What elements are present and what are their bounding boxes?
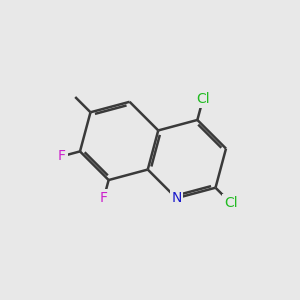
Text: F: F bbox=[58, 149, 66, 163]
Text: N: N bbox=[171, 191, 182, 205]
Text: Cl: Cl bbox=[196, 92, 210, 106]
Text: Cl: Cl bbox=[224, 196, 238, 210]
Text: F: F bbox=[100, 191, 108, 205]
